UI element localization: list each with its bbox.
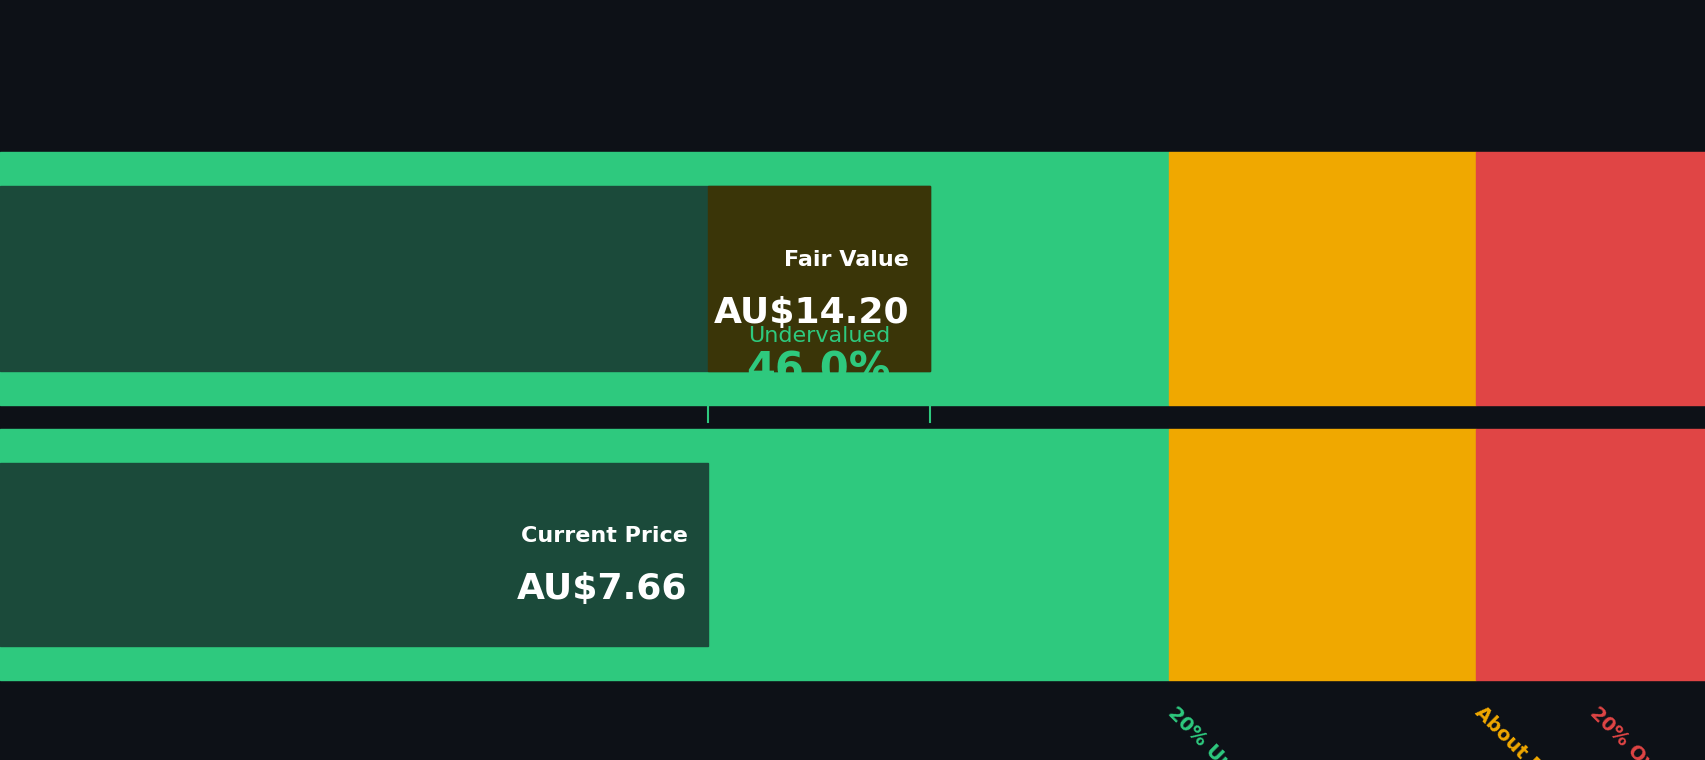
Text: Undervalued: Undervalued [747, 326, 890, 346]
Bar [0, 464, 708, 646]
Bar [1475, 152, 1705, 405]
Text: 20% Undervalued: 20% Undervalued [1163, 703, 1313, 760]
Bar [0, 429, 1168, 680]
Bar [1475, 429, 1705, 680]
Text: 20% Overvalued: 20% Overvalued [1586, 703, 1705, 760]
Text: About Right: About Right [1470, 703, 1575, 760]
Text: AU$7.66: AU$7.66 [517, 572, 687, 606]
Text: Current Price: Current Price [520, 526, 687, 546]
Bar [708, 186, 929, 371]
Bar [1168, 429, 1475, 680]
Text: AU$14.20: AU$14.20 [713, 296, 909, 330]
Bar [0, 152, 1168, 405]
Bar [0, 186, 929, 371]
Text: Fair Value: Fair Value [784, 249, 909, 270]
Bar [1168, 152, 1475, 405]
Text: 46.0%: 46.0% [747, 350, 890, 391]
